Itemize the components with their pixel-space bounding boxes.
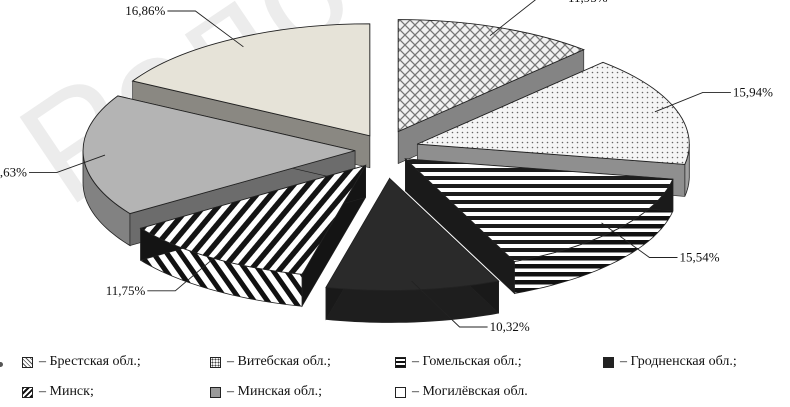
slice-label-6: 16,86% (125, 3, 165, 18)
legend-swatch-1 (210, 356, 221, 368)
pie-slice-4 (139, 164, 367, 308)
legend-label-3: – Гродненская обл.; (620, 354, 737, 369)
slice-label-3: 10,32% (490, 319, 530, 334)
legend-item-1: – Витебская обл.; (210, 352, 331, 372)
leader-line-2 (601, 222, 678, 258)
legend-swatch-0 (22, 356, 33, 368)
pie-slice-2 (404, 158, 674, 295)
legend-swatch-4 (22, 386, 33, 398)
legend-label-4: – Минск; (39, 384, 94, 399)
legend-swatch-2 (395, 356, 406, 368)
slice-label-4: 11,75% (106, 283, 146, 298)
legend-swatch-3 (603, 356, 614, 368)
legend-bullet (0, 362, 3, 367)
leader-line-0 (489, 0, 536, 37)
leader-line-4 (147, 249, 224, 292)
leader-line-5 (29, 154, 106, 173)
legend-item-6: – Могилёвская обл. (395, 382, 528, 402)
legend-item-4: – Минск; (22, 382, 94, 402)
legend-item-3: – Гродненская обл.; (603, 352, 737, 372)
legend-label-2: – Гомельская обл.; (412, 354, 522, 369)
legend-swatch-5 (210, 386, 221, 398)
slice-label-2: 15,54% (680, 250, 720, 265)
legend: – Брестская обл.; – Витебская обл.; – Гоме… (0, 352, 790, 407)
leader-line-1 (654, 91, 731, 113)
legend-item-2: – Гомельская обл.; (395, 352, 522, 372)
legend-label-5: – Минская обл.; (227, 384, 323, 399)
slice-label-0: 11,95% (568, 0, 608, 5)
legend-item-0: – Брестская обл.; (22, 352, 141, 372)
slice-label-1: 15,94% (733, 84, 773, 99)
legend-label-6: – Могилёвская обл. (412, 384, 528, 399)
pie-chart: 11,95% 16,86% 15,94% 17,63% 15,54% 11,75% 10,3… (0, 0, 773, 334)
slice-label-5: 17,63% (0, 164, 27, 179)
leader-line-6 (167, 10, 244, 48)
legend-label-1: – Витебская обл.; (227, 354, 331, 369)
legend-label-0: – Брестская обл.; (39, 354, 141, 369)
pie-slice-3 (325, 177, 500, 323)
leader-line-3 (411, 280, 488, 328)
legend-item-5: – Минская обл.; (210, 382, 322, 402)
legend-swatch-6 (395, 386, 406, 398)
